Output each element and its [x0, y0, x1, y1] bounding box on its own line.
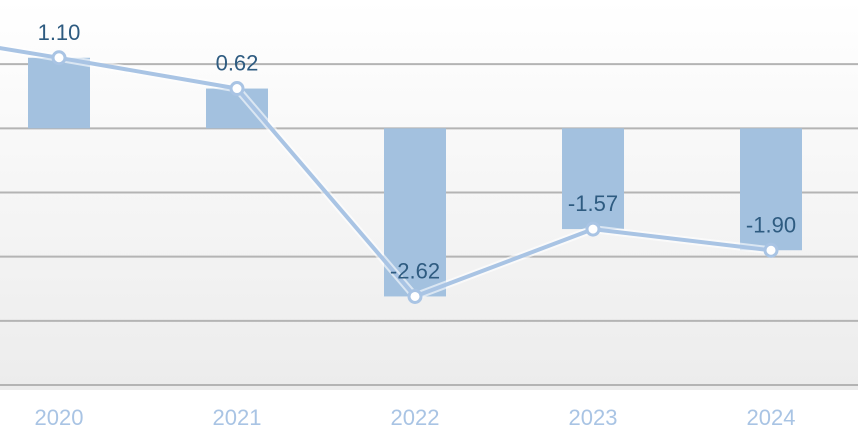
data-labels: 1.10 0.62 -2.62 -1.57 -1.90	[38, 20, 796, 284]
x-tick-label-2020: 2020	[35, 405, 84, 430]
bar-2020	[28, 57, 90, 129]
point-2021	[229, 81, 245, 97]
point-2024	[763, 242, 779, 258]
bar-2024	[740, 128, 802, 251]
data-label-2021: 0.62	[216, 51, 259, 76]
x-tick-label-2022: 2022	[391, 405, 440, 430]
point-2022	[407, 288, 423, 304]
point-2023	[585, 221, 601, 237]
line-series	[0, 44, 779, 304]
bar-series	[28, 57, 802, 297]
data-label-2020: 1.10	[38, 20, 81, 45]
x-tick-label-2023: 2023	[569, 405, 618, 430]
x-axis-ticks: 2020 2021 2022 2023 2024	[35, 405, 796, 430]
data-label-2023: -1.57	[568, 191, 618, 216]
bar-2023	[562, 128, 624, 230]
data-label-2024: -1.90	[746, 212, 796, 237]
x-tick-label-2024: 2024	[747, 405, 796, 430]
trend-line	[0, 46, 773, 299]
point-2020	[51, 50, 67, 66]
data-label-2022: -2.62	[390, 258, 440, 283]
x-tick-label-2021: 2021	[213, 405, 262, 430]
